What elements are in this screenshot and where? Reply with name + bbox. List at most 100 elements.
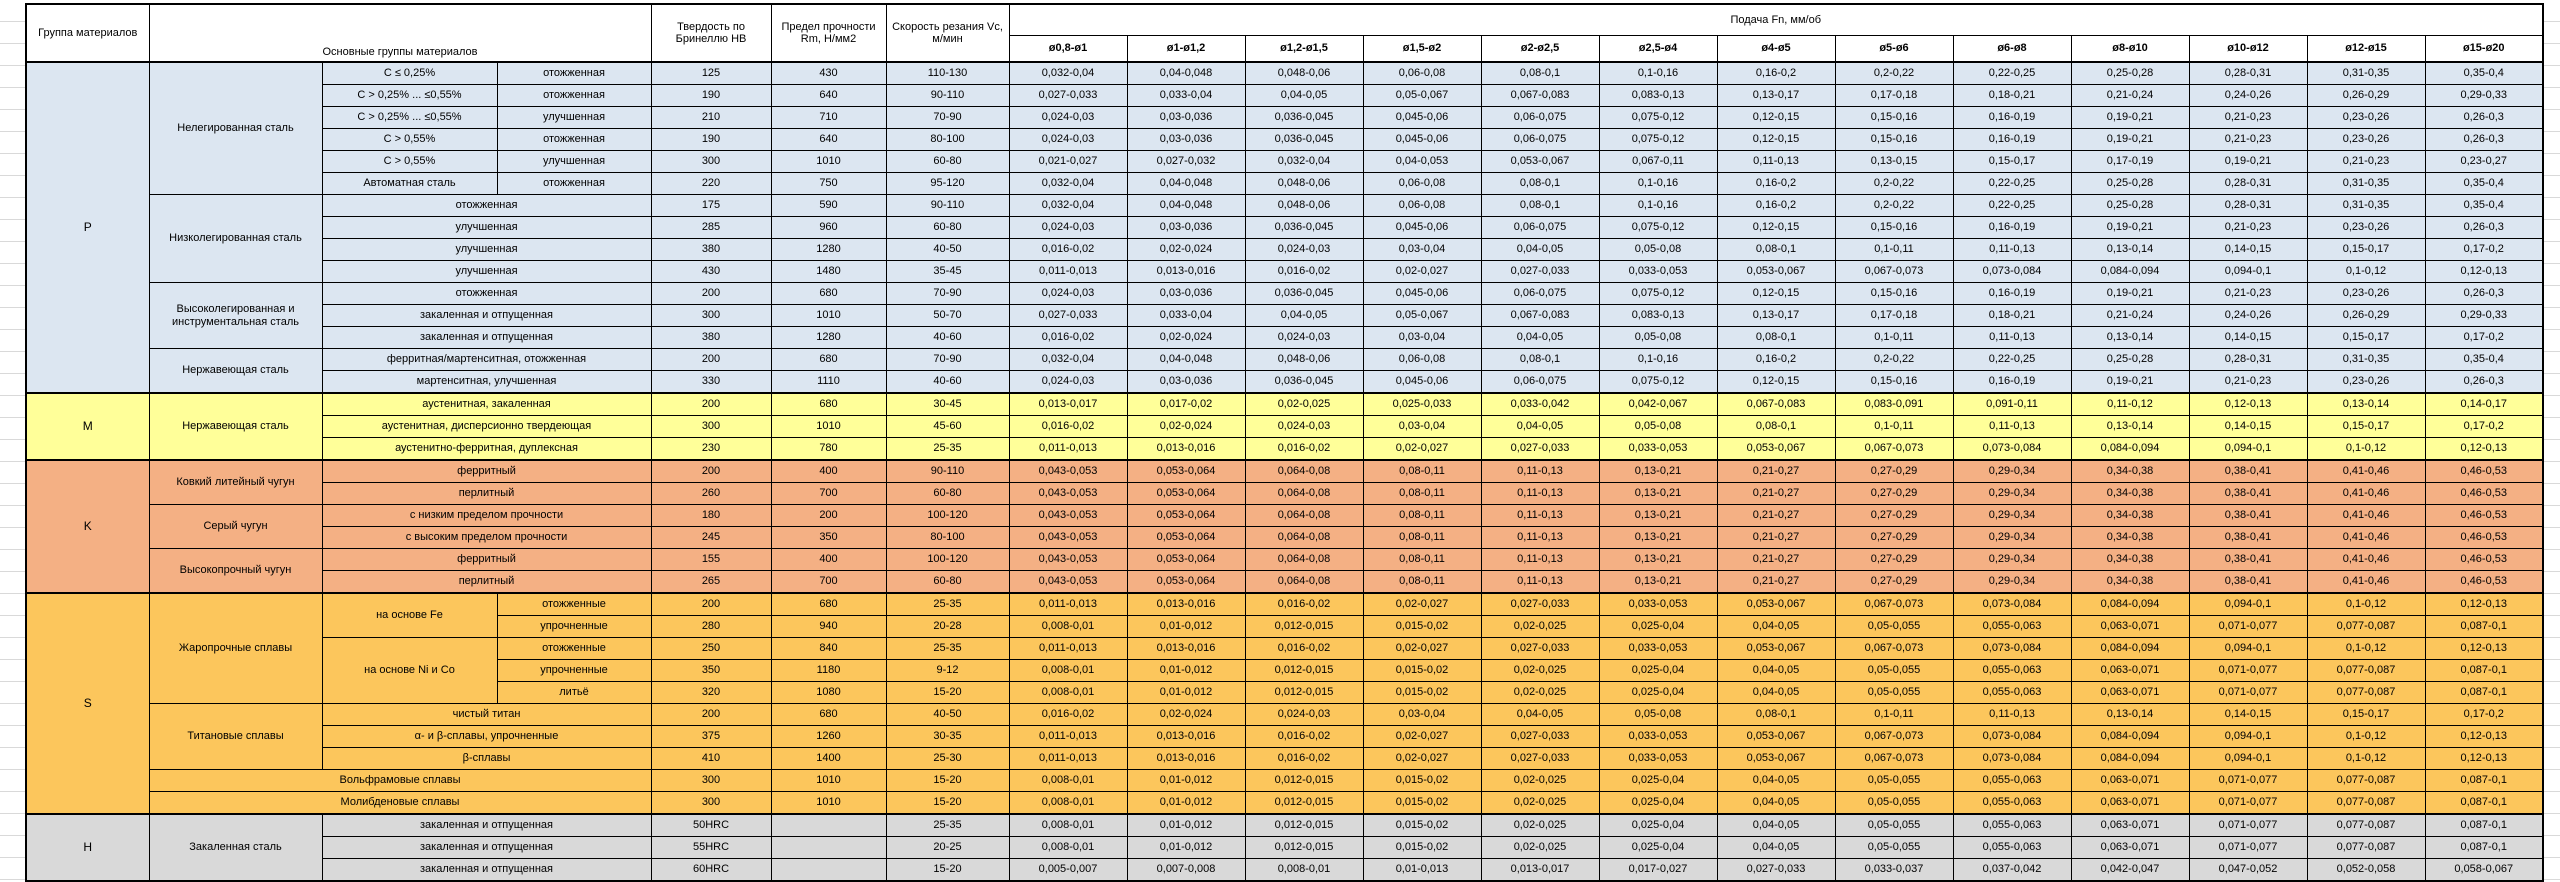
feed-cell[interactable]: 0,24-0,26	[2188, 84, 2308, 107]
feed-cell[interactable]: 0,2-0,22	[1834, 61, 1954, 85]
strength-cell[interactable]: 750	[770, 172, 887, 195]
feed-cell[interactable]: 0,094-0,1	[2188, 437, 2308, 461]
feed-cell[interactable]: 0,01-0,012	[1126, 836, 1246, 859]
feed-cell[interactable]: 0,27-0,29	[1834, 482, 1954, 505]
feed-cell[interactable]: 0,071-0,077	[2188, 659, 2308, 682]
feed-cell[interactable]: 0,071-0,077	[2188, 813, 2308, 837]
group-letter-cell[interactable]: M	[25, 392, 150, 461]
speed-cell[interactable]: 25-35	[885, 813, 1010, 837]
feed-cell[interactable]: 0,027-0,033	[1480, 437, 1600, 461]
feed-cell[interactable]: 0,23-0,27	[2424, 150, 2544, 173]
feed-cell[interactable]: 0,071-0,077	[2188, 615, 2308, 638]
feed-cell[interactable]: 0,042-0,067	[1598, 392, 1718, 416]
feed-cell[interactable]: 0,032-0,04	[1008, 348, 1128, 371]
feed-cell[interactable]: 0,14-0,15	[2188, 326, 2308, 349]
material-cell[interactable]: Автоматная сталь	[321, 172, 498, 195]
feed-cell[interactable]: 0,013-0,017	[1480, 858, 1600, 882]
feed-cell[interactable]: 0,23-0,26	[2306, 282, 2426, 305]
feed-cell[interactable]: 0,1-0,12	[2306, 592, 2426, 616]
feed-cell[interactable]: 0,043-0,053	[1008, 482, 1128, 505]
feed-cell[interactable]: 0,1-0,16	[1598, 172, 1718, 195]
feed-cell[interactable]: 0,01-0,012	[1126, 615, 1246, 638]
material-cell[interactable]: с высоким пределом прочности	[321, 526, 652, 549]
feed-cell[interactable]: 0,05-0,055	[1834, 791, 1954, 815]
feed-cell[interactable]: 0,016-0,02	[1244, 592, 1364, 616]
feed-cell[interactable]: 0,15-0,17	[2306, 415, 2426, 438]
feed-cell[interactable]: 0,077-0,087	[2306, 769, 2426, 792]
feed-cell[interactable]: 0,04-0,048	[1126, 61, 1246, 85]
material-cell[interactable]: ферритная/мартенситная, отожженная	[321, 348, 652, 371]
feed-cell[interactable]: 0,41-0,46	[2306, 570, 2426, 594]
material-cell[interactable]: Высокопрочный чугун	[148, 548, 323, 594]
feed-cell[interactable]: 0,067-0,083	[1480, 84, 1600, 107]
feed-cell[interactable]: 0,11-0,13	[1952, 326, 2072, 349]
feed-cell[interactable]: 0,043-0,053	[1008, 570, 1128, 594]
hardness-cell[interactable]: 60HRC	[650, 858, 772, 882]
feed-cell[interactable]: 0,045-0,06	[1362, 370, 1482, 394]
feed-cell[interactable]: 0,025-0,04	[1598, 791, 1718, 815]
feed-cell[interactable]: 0,007-0,008	[1126, 858, 1246, 882]
feed-cell[interactable]: 0,036-0,045	[1244, 282, 1364, 305]
material-cell[interactable]: C > 0,55%	[321, 128, 498, 151]
feed-cell[interactable]: 0,027-0,033	[1008, 84, 1128, 107]
feed-cell[interactable]: 0,016-0,02	[1244, 437, 1364, 461]
feed-cell[interactable]: 0,23-0,26	[2306, 128, 2426, 151]
feed-cell[interactable]: 0,22-0,25	[1952, 348, 2072, 371]
material-cell[interactable]: отожженная	[496, 172, 652, 195]
strength-cell[interactable]: 840	[770, 637, 887, 660]
feed-cell[interactable]: 0,46-0,53	[2424, 526, 2544, 549]
feed-cell[interactable]: 0,043-0,053	[1008, 459, 1128, 483]
feed-cell[interactable]: 0,08-0,11	[1362, 570, 1482, 594]
feed-cell[interactable]: 0,043-0,053	[1008, 548, 1128, 571]
feed-cell[interactable]: 0,06-0,08	[1362, 194, 1482, 217]
feed-cell[interactable]: 0,033-0,053	[1598, 637, 1718, 660]
group-letter-cell[interactable]: K	[25, 459, 150, 594]
feed-cell[interactable]: 0,01-0,012	[1126, 813, 1246, 837]
header-diameter-range[interactable]: ø10-ø12	[2188, 35, 2308, 63]
material-cell[interactable]: Жаропрочные сплавы	[148, 592, 323, 704]
speed-cell[interactable]: 70-90	[885, 282, 1010, 305]
feed-cell[interactable]: 0,013-0,016	[1126, 637, 1246, 660]
feed-cell[interactable]: 0,084-0,094	[2070, 747, 2190, 770]
feed-cell[interactable]: 0,063-0,071	[2070, 791, 2190, 815]
hardness-cell[interactable]: 125	[650, 61, 772, 85]
hardness-cell[interactable]: 430	[650, 260, 772, 283]
feed-cell[interactable]: 0,25-0,28	[2070, 61, 2190, 85]
feed-cell[interactable]: 0,29-0,34	[1952, 526, 2072, 549]
hardness-cell[interactable]: 200	[650, 348, 772, 371]
feed-cell[interactable]: 0,025-0,04	[1598, 659, 1718, 682]
feed-cell[interactable]: 0,26-0,29	[2306, 84, 2426, 107]
feed-cell[interactable]: 0,01-0,012	[1126, 659, 1246, 682]
feed-cell[interactable]: 0,26-0,3	[2424, 216, 2544, 239]
feed-cell[interactable]: 0,042-0,047	[2070, 858, 2190, 882]
feed-cell[interactable]: 0,012-0,015	[1244, 615, 1364, 638]
material-cell[interactable]: Ковкий литейный чугун	[148, 459, 323, 505]
feed-cell[interactable]: 0,27-0,29	[1834, 570, 1954, 594]
hardness-cell[interactable]: 375	[650, 725, 772, 748]
feed-cell[interactable]: 0,06-0,075	[1480, 128, 1600, 151]
feed-cell[interactable]: 0,027-0,033	[1716, 858, 1836, 882]
feed-cell[interactable]: 0,077-0,087	[2306, 791, 2426, 815]
feed-cell[interactable]: 0,21-0,24	[2070, 304, 2190, 327]
feed-cell[interactable]: 0,012-0,015	[1244, 659, 1364, 682]
strength-cell[interactable]	[770, 836, 887, 859]
material-cell[interactable]: Титановые сплавы	[148, 703, 323, 770]
speed-cell[interactable]: 40-50	[885, 703, 1010, 726]
material-cell[interactable]: на основе Ni и Co	[321, 637, 498, 704]
hardness-cell[interactable]: 300	[650, 415, 772, 438]
feed-cell[interactable]: 0,23-0,26	[2306, 370, 2426, 394]
feed-cell[interactable]: 0,03-0,036	[1126, 370, 1246, 394]
feed-cell[interactable]: 0,084-0,094	[2070, 725, 2190, 748]
strength-cell[interactable]: 680	[770, 392, 887, 416]
feed-cell[interactable]: 0,045-0,06	[1362, 106, 1482, 129]
feed-cell[interactable]: 0,41-0,46	[2306, 482, 2426, 505]
feed-cell[interactable]: 0,055-0,063	[1952, 615, 2072, 638]
feed-cell[interactable]: 0,052-0,058	[2306, 858, 2426, 882]
feed-cell[interactable]: 0,027-0,033	[1008, 304, 1128, 327]
hardness-cell[interactable]: 410	[650, 747, 772, 770]
feed-cell[interactable]: 0,29-0,34	[1952, 548, 2072, 571]
feed-cell[interactable]: 0,025-0,033	[1362, 392, 1482, 416]
feed-cell[interactable]: 0,02-0,027	[1362, 637, 1482, 660]
material-cell[interactable]: упрочненные	[496, 615, 652, 638]
feed-cell[interactable]: 0,17-0,18	[1834, 304, 1954, 327]
